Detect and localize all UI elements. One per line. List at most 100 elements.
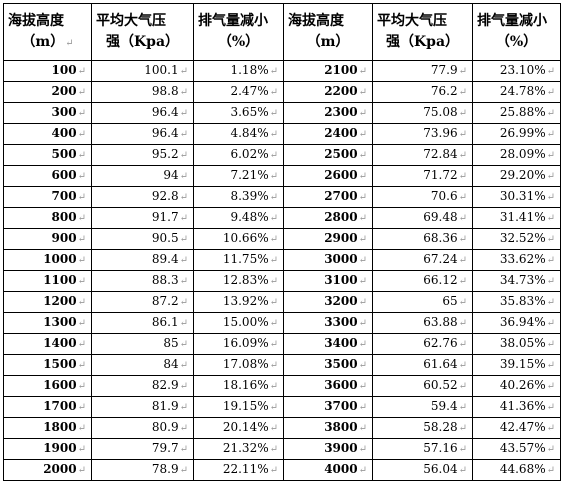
table-row: 1000↵ 89.4↵ 11.75%↵ 3000↵ 67.24↵ 33.62%↵ [3, 249, 561, 271]
cell-pressure: 92.8↵ [91, 186, 194, 208]
cell-reduction: 19.15%↵ [193, 396, 284, 418]
cell-reduction: 42.47%↵ [472, 417, 561, 439]
cell-pressure: 65↵ [372, 291, 473, 313]
header-row: 海拔高度 （m）↵ 平均大气压 强（Kpa） 排气量减小 （%） 海拔高度 （m） 平均… [3, 3, 561, 61]
cell-altitude: 3300↵ [283, 312, 373, 334]
cell-pressure: 91.7↵ [91, 207, 194, 229]
cell-pressure: 58.28↵ [372, 417, 473, 439]
header-altitude: 海拔高度 （m）↵ [3, 3, 92, 61]
cell-altitude: 2500↵ [283, 144, 373, 166]
cell-reduction: 24.78%↵ [472, 81, 561, 103]
cell-pressure: 57.16↵ [372, 438, 473, 460]
cell-reduction: 39.15%↵ [472, 354, 561, 376]
cell-altitude: 3500↵ [283, 354, 373, 376]
cell-altitude: 1200↵ [3, 291, 92, 313]
cell-reduction: 38.05%↵ [472, 333, 561, 355]
cell-pressure: 88.3↵ [91, 270, 194, 292]
table-row: 1900↵ 79.7↵ 21.32%↵ 3900↵ 57.16↵ 43.57%↵ [3, 438, 561, 460]
table-row: 200↵ 98.8↵ 2.47%↵ 2200↵ 76.2↵ 24.78%↵ [3, 81, 561, 103]
cell-pressure: 60.52↵ [372, 375, 473, 397]
cell-reduction: 9.48%↵ [193, 207, 284, 229]
table-body: 100↵ 100.1↵ 1.18%↵ 2100↵ 77.9↵ 23.10%↵ 200↵ 98.… [3, 60, 561, 481]
cell-pressure: 59.4↵ [372, 396, 473, 418]
cell-altitude: 400↵ [3, 123, 92, 145]
cell-altitude: 1700↵ [3, 396, 92, 418]
cell-reduction: 13.92%↵ [193, 291, 284, 313]
table-row: 1100↵ 88.3↵ 12.83%↵ 3100↵ 66.12↵ 34.73%↵ [3, 270, 561, 292]
cell-altitude: 3600↵ [283, 375, 373, 397]
cell-altitude: 300↵ [3, 102, 92, 124]
cell-reduction: 33.62%↵ [472, 249, 561, 271]
cell-altitude: 1100↵ [3, 270, 92, 292]
cell-altitude: 3000↵ [283, 249, 373, 271]
cell-altitude: 2200↵ [283, 81, 373, 103]
table-row: 1300↵ 86.1↵ 15.00%↵ 3300↵ 63.88↵ 36.94%↵ [3, 312, 561, 334]
table-row: 600↵ 94↵ 7.21%↵ 2600↵ 71.72↵ 29.20%↵ [3, 165, 561, 187]
cell-pressure: 96.4↵ [91, 102, 194, 124]
cell-pressure: 98.8↵ [91, 81, 194, 103]
cell-altitude: 900↵ [3, 228, 92, 250]
cell-altitude: 3400↵ [283, 333, 373, 355]
cell-altitude: 3800↵ [283, 417, 373, 439]
cell-reduction: 2.47%↵ [193, 81, 284, 103]
cell-pressure: 66.12↵ [372, 270, 473, 292]
cell-altitude: 600↵ [3, 165, 92, 187]
cell-reduction: 26.99%↵ [472, 123, 561, 145]
cell-pressure: 95.2↵ [91, 144, 194, 166]
table-row: 100↵ 100.1↵ 1.18%↵ 2100↵ 77.9↵ 23.10%↵ [3, 60, 561, 82]
cell-altitude: 2900↵ [283, 228, 373, 250]
cell-altitude: 1000↵ [3, 249, 92, 271]
cell-altitude: 1500↵ [3, 354, 92, 376]
cell-reduction: 18.16%↵ [193, 375, 284, 397]
cell-reduction: 25.88%↵ [472, 102, 561, 124]
cell-altitude: 2700↵ [283, 186, 373, 208]
cell-reduction: 23.10%↵ [472, 60, 561, 82]
cell-altitude: 100↵ [3, 60, 92, 82]
cell-altitude: 2300↵ [283, 102, 373, 124]
cell-altitude: 3200↵ [283, 291, 373, 313]
cell-altitude: 3100↵ [283, 270, 373, 292]
cell-reduction: 10.66%↵ [193, 228, 284, 250]
table-row: 500↵ 95.2↵ 6.02%↵ 2500↵ 72.84↵ 28.09%↵ [3, 144, 561, 166]
cell-altitude: 1300↵ [3, 312, 92, 334]
cell-altitude: 1900↵ [3, 438, 92, 460]
cell-reduction: 15.00%↵ [193, 312, 284, 334]
cell-pressure: 82.9↵ [91, 375, 194, 397]
table-row: 300↵ 96.4↵ 3.65%↵ 2300↵ 75.08↵ 25.88%↵ [3, 102, 561, 124]
cell-pressure: 81.9↵ [91, 396, 194, 418]
cell-reduction: 8.39%↵ [193, 186, 284, 208]
cell-pressure: 69.48↵ [372, 207, 473, 229]
cell-reduction: 36.94%↵ [472, 312, 561, 334]
cell-altitude: 2800↵ [283, 207, 373, 229]
header-reduction: 排气量减小 （%） [472, 3, 561, 61]
cell-pressure: 78.9↵ [91, 459, 194, 481]
cell-reduction: 16.09%↵ [193, 333, 284, 355]
cell-pressure: 87.2↵ [91, 291, 194, 313]
table-row: 2000↵ 78.9↵ 22.11%↵ 4000↵ 56.04↵ 44.68%↵ [3, 459, 561, 481]
cell-reduction: 32.52%↵ [472, 228, 561, 250]
cell-pressure: 90.5↵ [91, 228, 194, 250]
cell-altitude: 500↵ [3, 144, 92, 166]
cell-pressure: 94↵ [91, 165, 194, 187]
cell-reduction: 3.65%↵ [193, 102, 284, 124]
cell-pressure: 67.24↵ [372, 249, 473, 271]
cell-altitude: 800↵ [3, 207, 92, 229]
cell-pressure: 63.88↵ [372, 312, 473, 334]
cell-pressure: 71.72↵ [372, 165, 473, 187]
cell-altitude: 4000↵ [283, 459, 373, 481]
cell-reduction: 29.20%↵ [472, 165, 561, 187]
cell-pressure: 72.84↵ [372, 144, 473, 166]
cell-reduction: 31.41%↵ [472, 207, 561, 229]
cell-pressure: 76.2↵ [372, 81, 473, 103]
cell-reduction: 44.68%↵ [472, 459, 561, 481]
cell-pressure: 68.36↵ [372, 228, 473, 250]
cell-reduction: 22.11%↵ [193, 459, 284, 481]
cell-altitude: 1600↵ [3, 375, 92, 397]
cell-pressure: 56.04↵ [372, 459, 473, 481]
cell-altitude: 2400↵ [283, 123, 373, 145]
cell-reduction: 34.73%↵ [472, 270, 561, 292]
cell-pressure: 100.1↵ [91, 60, 194, 82]
table-row: 1600↵ 82.9↵ 18.16%↵ 3600↵ 60.52↵ 40.26%↵ [3, 375, 561, 397]
cell-pressure: 86.1↵ [91, 312, 194, 334]
cell-pressure: 73.96↵ [372, 123, 473, 145]
